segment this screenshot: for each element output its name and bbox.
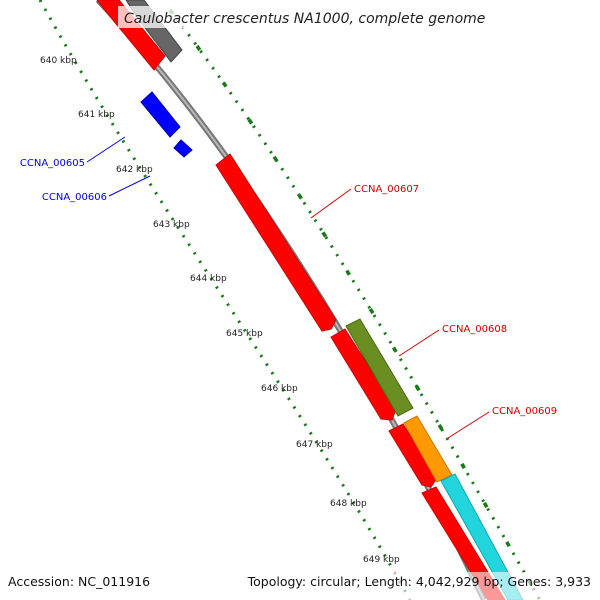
gene-label-ccna-00608[interactable]: CCNA_00608 xyxy=(442,324,507,335)
gene-label-ccna-00606[interactable]: CCNA_00606 xyxy=(42,192,107,203)
leader-line-ccna-00609 xyxy=(447,411,490,439)
kbp-label: 641 kbp xyxy=(78,110,115,120)
kbp-label: 643 kbp xyxy=(153,220,190,230)
kbp-label: 640 kbp xyxy=(40,56,77,66)
gene-arrow-partial-red xyxy=(96,0,166,71)
accession-label: Accession: NC_011916 xyxy=(8,574,150,589)
inner-tick-ring xyxy=(38,0,412,600)
leader-line-ccna-00607 xyxy=(310,188,352,219)
feature-olive xyxy=(345,318,414,417)
gene-label-ccna-00609[interactable]: CCNA_00609 xyxy=(492,406,557,417)
title-backdrop xyxy=(118,6,454,28)
leader-line-ccna-00608 xyxy=(398,329,440,357)
outer-tick-ring xyxy=(168,9,542,600)
gene-arrow-ccna-00608 xyxy=(330,328,397,421)
genome-backbone xyxy=(95,0,487,600)
kbp-label: 644 kbp xyxy=(190,274,227,284)
leader-line-ccna-00605 xyxy=(86,136,126,163)
outer-tick-ring-major xyxy=(168,8,542,600)
kbp-label: 646 kbp xyxy=(261,384,298,394)
kbp-label: 645 kbp xyxy=(226,329,263,339)
gene-arrow-ccna-00609 xyxy=(388,423,438,488)
tick-lines xyxy=(38,0,542,600)
gene-arrow-ccna-00606 xyxy=(173,139,193,158)
leader-line-ccna-00606 xyxy=(108,175,151,197)
kbp-label: 647 kbp xyxy=(296,440,333,450)
genome-backbone-highlight xyxy=(97,0,485,600)
gene-arrow-ccna-00607 xyxy=(215,153,337,332)
gene-arrow-bottom-red xyxy=(421,486,506,600)
kbp-label: 649 kbp xyxy=(363,555,400,565)
feature-cyan xyxy=(440,473,524,600)
gene-label-ccna-00607[interactable]: CCNA_00607 xyxy=(354,184,419,195)
gene-label-ccna-00605[interactable]: CCNA_00605 xyxy=(20,158,85,169)
kbp-labels: 640 kbp 641 kbp 642 kbp 643 kbp 644 kbp … xyxy=(40,56,400,565)
kbp-label: 642 kbp xyxy=(116,165,153,175)
footer-backdrop xyxy=(0,572,600,600)
kbp-label: 648 kbp xyxy=(330,499,367,509)
map-title: Caulobacter crescentus NA1000, complete … xyxy=(124,11,485,27)
gene-arrow-ccna-00605 xyxy=(140,91,181,138)
genome-summary: Topology: circular; Length: 4,042,929 bp… xyxy=(247,574,591,589)
